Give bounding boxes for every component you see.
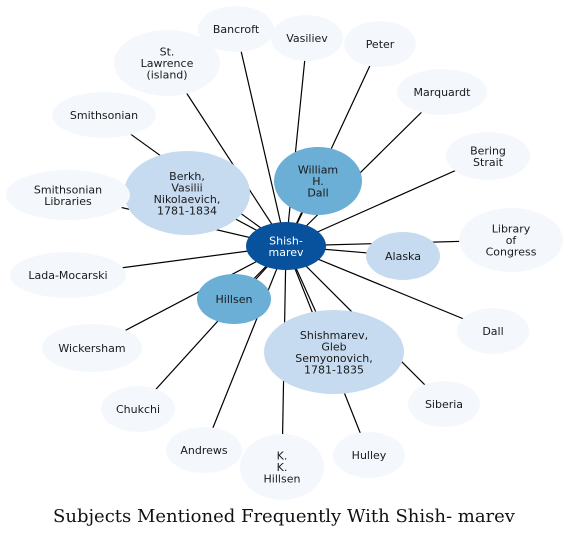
node-shape-bering-strait xyxy=(446,132,530,180)
node-st-lawrence[interactable]: St.Lawrence(island) xyxy=(114,30,220,96)
node-shape-smithsonian-libraries xyxy=(6,170,130,220)
node-label-berkh: Nikolaevich, xyxy=(154,193,221,206)
node-label-william-dall: H. xyxy=(312,175,324,188)
node-shape-william-dall xyxy=(274,147,362,215)
node-shape-st-lawrence xyxy=(114,30,220,96)
node-label-kk-hillsen: Hillsen xyxy=(264,473,301,486)
node-label-berkh: 1781-1834 xyxy=(157,204,217,217)
node-vasiliev[interactable]: Vasiliev xyxy=(271,15,343,61)
node-label-kk-hillsen: K. xyxy=(277,450,288,463)
node-hulley[interactable]: Hulley xyxy=(333,432,405,478)
node-label-william-dall: Dall xyxy=(307,187,328,200)
node-label-marquardt: Marquardt xyxy=(414,86,472,99)
node-label-bering-strait: Bering xyxy=(470,144,506,157)
edge-dall xyxy=(285,245,494,332)
node-label-vasiliev: Vasiliev xyxy=(286,32,328,45)
node-peter[interactable]: Peter xyxy=(344,21,416,67)
node-label-smithsonian-libraries: Libraries xyxy=(44,195,92,208)
node-label-shishmarev: Shish- xyxy=(269,234,303,247)
node-label-bancroft: Bancroft xyxy=(213,23,260,36)
node-label-peter: Peter xyxy=(366,38,395,51)
node-label-siberia: Siberia xyxy=(425,398,463,411)
node-shishmarev[interactable]: Shish-marev xyxy=(246,222,326,270)
node-siberia[interactable]: Siberia xyxy=(408,381,480,427)
node-label-st-lawrence: (island) xyxy=(146,69,187,82)
node-dall[interactable]: Dall xyxy=(457,308,529,354)
node-label-andrews: Andrews xyxy=(180,444,228,457)
node-label-lada-mocarski: Lada-Mocarski xyxy=(28,269,107,282)
edge-bering-strait xyxy=(285,155,489,247)
node-andrews[interactable]: Andrews xyxy=(166,427,242,473)
node-label-library-of-congress: Library xyxy=(492,223,531,236)
node-shape-alaska xyxy=(366,232,440,280)
node-shape-chukchi xyxy=(101,386,175,432)
node-shape-dall xyxy=(457,308,529,354)
node-label-library-of-congress: Congress xyxy=(486,246,537,259)
node-label-dall: Dall xyxy=(482,325,503,338)
node-label-chukchi: Chukchi xyxy=(116,403,160,416)
node-shape-hillsen xyxy=(197,274,271,324)
node-shape-lada-mocarski xyxy=(10,252,126,298)
node-shape-marquardt xyxy=(397,69,487,115)
node-label-kk-hillsen: K. xyxy=(277,461,288,474)
node-marquardt[interactable]: Marquardt xyxy=(397,69,487,115)
node-chukchi[interactable]: Chukchi xyxy=(101,386,175,432)
node-shape-kk-hillsen xyxy=(240,434,324,500)
node-lada-mocarski[interactable]: Lada-Mocarski xyxy=(10,252,126,298)
node-bancroft[interactable]: Bancroft xyxy=(198,6,274,52)
node-label-smithsonian-libraries: Smithsonian xyxy=(34,183,102,196)
nodes-group: Bancroft Vasiliev Peter St.Lawrence(island)… xyxy=(6,6,563,500)
node-shape-shishmarev xyxy=(246,222,326,270)
node-wickersham[interactable]: Wickersham xyxy=(42,324,142,372)
node-label-st-lawrence: Lawrence xyxy=(141,57,194,70)
node-kk-hillsen[interactable]: K.K.Hillsen xyxy=(240,434,324,500)
node-label-alaska: Alaska xyxy=(385,250,421,263)
node-label-berkh: Vasilii xyxy=(171,181,202,194)
node-hillsen[interactable]: Hillsen xyxy=(197,274,271,324)
edge-andrews xyxy=(203,245,287,451)
node-label-shishmarev: marev xyxy=(268,246,304,259)
edge-chukchi xyxy=(137,245,287,410)
node-alaska[interactable]: Alaska xyxy=(366,232,440,280)
node-shape-peter xyxy=(344,21,416,67)
edge-marquardt xyxy=(285,91,443,247)
node-shape-vasiliev xyxy=(271,15,343,61)
node-shape-berkh xyxy=(124,151,250,235)
node-shape-wickersham xyxy=(42,324,142,372)
node-label-gleb-shishmarev: 1781-1835 xyxy=(304,363,364,376)
node-shape-siberia xyxy=(408,381,480,427)
node-label-william-dall: William xyxy=(298,164,338,177)
node-label-gleb-shishmarev: Semyonovich, xyxy=(295,352,373,365)
diagram-title: Subjects Mentioned Frequently With Shish… xyxy=(53,506,516,527)
node-label-gleb-shishmarev: Shishmarev, xyxy=(300,329,368,342)
node-label-wickersham: Wickersham xyxy=(58,342,125,355)
node-shape-library-of-congress xyxy=(459,208,563,272)
node-shape-bancroft xyxy=(198,6,274,52)
node-label-st-lawrence: St. xyxy=(160,46,175,59)
node-label-berkh: Berkh, xyxy=(169,170,205,183)
edge-vasiliev xyxy=(285,37,308,247)
node-label-bering-strait: Strait xyxy=(473,156,504,169)
node-label-gleb-shishmarev: Gleb xyxy=(321,340,346,353)
node-label-smithsonian: Smithsonian xyxy=(70,109,138,122)
node-shape-hulley xyxy=(333,432,405,478)
node-smithsonian[interactable]: Smithsonian xyxy=(52,92,156,138)
node-label-hillsen: Hillsen xyxy=(216,293,253,306)
node-shape-gleb-shishmarev xyxy=(264,310,404,394)
edge-peter xyxy=(285,43,381,247)
edge-bancroft xyxy=(235,28,287,247)
node-label-library-of-congress: of xyxy=(506,234,518,247)
node-shape-smithsonian xyxy=(52,92,156,138)
node-shape-andrews xyxy=(166,427,242,473)
node-label-hulley: Hulley xyxy=(352,449,387,462)
